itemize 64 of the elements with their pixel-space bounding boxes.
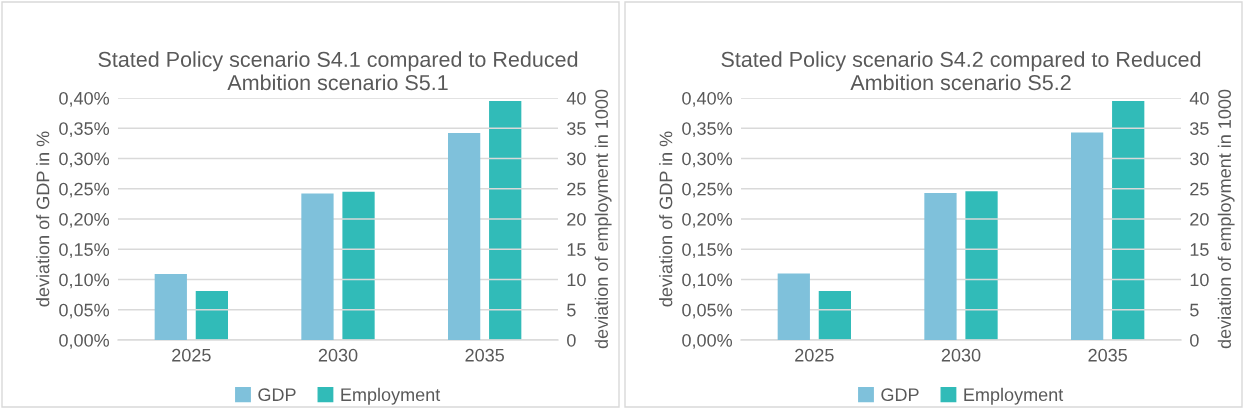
legend-label: GDP: [258, 388, 296, 402]
y2-tick-label: 10: [1190, 273, 1209, 287]
bar: [777, 273, 810, 340]
y-tick-label: 0,00%: [682, 333, 733, 349]
bar: [195, 290, 228, 340]
y2-tick-label: 5: [1190, 303, 1199, 317]
y2-tick-label: 35: [567, 122, 586, 135]
bar: [965, 191, 998, 340]
y2-tick-label: 30: [1190, 152, 1209, 166]
chart-title: Stated Policy scenario S4.1 compared to Reduced Ambition scenario S5.1: [98, 51, 578, 91]
y-tick-label: 0,30%: [682, 152, 733, 168]
y2-tick-label: 20: [567, 212, 586, 226]
y-tick-label: 0,25%: [59, 182, 110, 198]
y-tick-label: 0,20%: [59, 212, 110, 228]
legend-label: Employment: [341, 387, 441, 405]
y2-tick-label: 0: [567, 333, 576, 347]
y2-tick-label: 25: [1190, 182, 1209, 196]
y-tick-label: 0,25%: [682, 182, 733, 198]
x-tick-label: 2025: [795, 348, 834, 362]
y2-tick-label: 40: [1189, 91, 1209, 105]
y2-tick-label: 0: [1190, 333, 1199, 347]
x-tick-label: 2030: [318, 348, 358, 362]
y2-tick-label: 40: [566, 91, 586, 105]
y-tick-label: 0,35%: [59, 122, 110, 138]
x-tick-label: 2035: [1088, 348, 1127, 362]
y-tick-label: 0,40%: [682, 91, 733, 107]
bar: [342, 191, 375, 340]
y-tick-label: 0,10%: [682, 273, 733, 289]
y-tick-label: 0,05%: [682, 303, 733, 319]
y2-tick-label: 30: [567, 152, 586, 166]
bar: [154, 274, 187, 340]
y2-tick-label: 25: [567, 182, 586, 196]
y-tick-label: 0,30%: [59, 152, 110, 168]
bar: [1071, 132, 1104, 340]
legend-label: GDP: [881, 388, 919, 402]
bar: [448, 133, 481, 340]
bar: [489, 101, 522, 340]
y2-axis-title: deviation of employment in 1000: [594, 89, 612, 349]
x-tick-label: 2035: [465, 348, 504, 362]
y-axis-title: deviation of GDP in %: [659, 131, 673, 307]
y2-tick-label: 10: [567, 273, 586, 287]
y-axis-title: deviation of GDP in %: [36, 131, 50, 307]
bar: [1112, 101, 1145, 340]
bar: [301, 193, 334, 340]
y-tick-label: 0,35%: [682, 122, 733, 138]
y2-tick-label: 35: [1190, 122, 1209, 135]
y-tick-label: 0,00%: [59, 333, 110, 349]
bar: [924, 192, 957, 340]
y2-tick-label: 20: [1190, 212, 1209, 226]
bar: [818, 290, 851, 340]
y-tick-label: 0,10%: [59, 273, 110, 289]
legend-label: Employment: [964, 387, 1064, 405]
y-tick-label: 0,05%: [59, 303, 110, 319]
y2-tick-label: 5: [567, 303, 576, 317]
chart-title: Stated Policy scenario S4.2 compared to Reduced Ambition scenario S5.2: [721, 51, 1201, 91]
y-tick-label: 0,40%: [59, 91, 110, 107]
x-tick-label: 2030: [941, 348, 981, 362]
y2-tick-label: 15: [567, 243, 586, 256]
y-tick-label: 0,20%: [682, 212, 733, 228]
y-tick-label: 0,15%: [59, 243, 110, 259]
y-tick-label: 0,15%: [682, 243, 733, 259]
x-tick-label: 2025: [172, 348, 211, 362]
y2-tick-label: 15: [1190, 243, 1209, 256]
y2-axis-title: deviation of employment in 1000: [1217, 89, 1235, 349]
